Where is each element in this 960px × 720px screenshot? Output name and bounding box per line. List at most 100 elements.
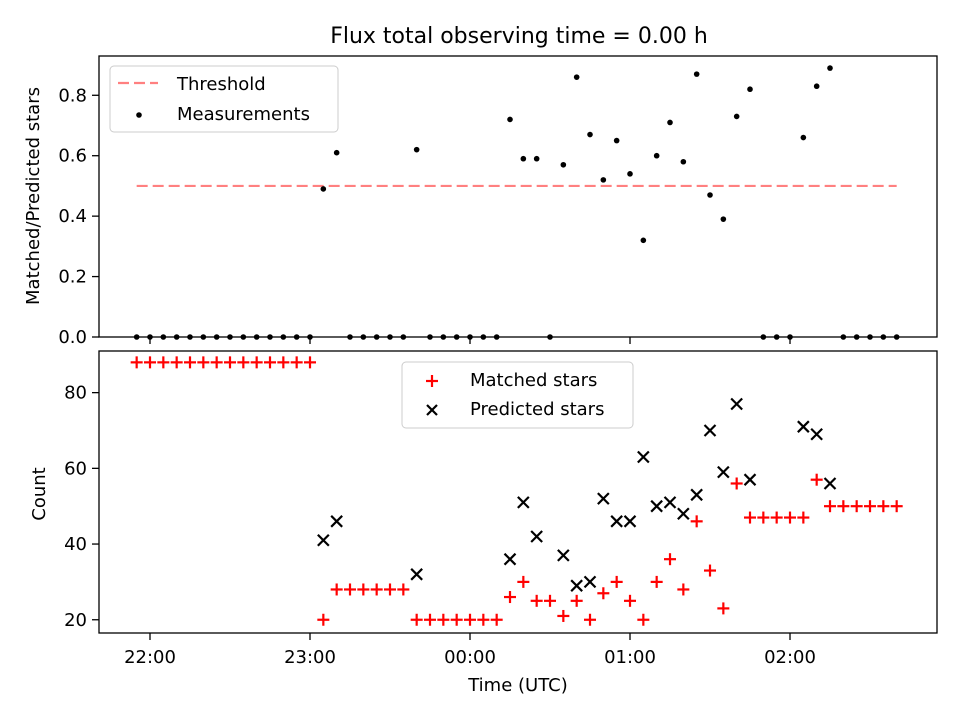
measurement-point [653,152,660,159]
measurement-point [640,237,647,244]
measurement-point [707,192,713,198]
matched-star-point [237,356,250,369]
measurement-point [173,334,180,340]
matched-star-point [170,356,183,369]
matched-star-point [544,594,557,607]
predicted-star-point [530,530,543,543]
count-y-tick-label: 80 [64,383,87,404]
matched-star-point [864,500,877,513]
matched-star-point [704,564,717,577]
ratio-panel: 0.00.20.40.60.8 Matched/Predicted stars … [23,55,938,348]
matched-star-point [664,553,677,566]
matched-star-point [824,500,837,513]
measurement-point [347,334,353,340]
measurement-point [600,177,607,183]
measurement-point [800,134,807,141]
measurement-point [693,71,700,77]
measurement-point [547,334,553,340]
measurement-point [560,161,567,168]
matched-star-point [290,356,303,369]
measurement-point [213,334,220,340]
measurement-point [520,155,527,162]
matched-star-point [557,609,570,622]
ratio-legend: Threshold Measurements [109,65,339,133]
measurement-point [373,334,380,340]
measurement-point [853,334,860,340]
predicted-star-point [677,507,690,521]
measurement-point [627,171,633,177]
predicted-star-point [703,424,717,437]
ratio-y-tick-label: 0.2 [58,267,87,288]
matched-star-point [797,511,810,524]
matched-star-point [810,473,823,486]
measurement-points [133,65,900,340]
measurement-point [133,334,140,340]
legend-predicted-label: Predicted stars [470,399,604,420]
legend-predicted-swatch [426,404,438,416]
predicted-star-point [663,496,677,509]
ratio-y-tick-label: 0.4 [58,206,87,227]
measurement-point [533,155,540,162]
predicted-star-point [517,496,530,509]
count-legend-box [401,361,634,429]
measurement-point [667,119,673,126]
predicted-star-point [690,488,703,502]
predicted-star-point [730,397,743,411]
measurement-point [507,116,513,123]
predicted-star-point [330,515,343,528]
measurement-point [387,334,393,340]
matched-star-point [717,602,730,615]
ratio-y-axis-label: Matched/Predicted stars [23,87,44,305]
measurement-point [227,334,233,340]
matched-star-point [637,613,650,626]
matched-star-point [597,587,610,600]
measurement-point [267,334,273,340]
ratio-x-ticks [149,337,791,344]
measurement-point [253,334,260,340]
matched-star-point [437,613,450,626]
measurement-point [733,113,740,120]
matched-star-point [624,594,637,607]
predicted-stars-points [317,397,837,592]
matched-star-point [357,583,370,596]
measurement-point [880,334,887,340]
matched-star-point [224,356,237,369]
predicted-star-point [410,568,423,581]
predicted-star-point [597,492,610,505]
legend-matched-label: Matched stars [470,370,597,391]
measurement-point [160,334,167,340]
x-tick-label: 00:00 [444,647,496,668]
count-y-tick-label: 20 [64,610,87,631]
matched-star-point [770,511,783,524]
measurement-point [480,334,487,340]
predicted-star-point [637,450,650,464]
matched-star-point [850,500,863,513]
measurement-point [360,334,367,340]
ratio-y-ticks: 0.0 0.2 0.4 0.6 0.8 [58,85,99,348]
matched-star-point [250,356,263,369]
matched-star-point [517,575,530,588]
measurement-point [493,334,500,340]
measurement-point [840,334,847,340]
measurement-point [427,334,433,340]
matched-star-point [570,594,583,607]
matched-star-point [610,575,623,588]
measurement-point [400,334,407,340]
matched-star-point [277,356,290,369]
measurement-point [760,334,767,340]
legend-matched-swatch [426,375,438,387]
x-tick-label: 01:00 [604,647,656,668]
measurement-point [867,334,873,340]
predicted-star-point [797,420,810,433]
matched-star-point [344,583,357,596]
matched-star-point [690,515,703,528]
measurement-point [240,334,247,340]
x-tick-label: 22:00 [124,647,176,668]
count-y-tick-label: 60 [64,458,87,479]
matched-star-point [410,613,423,626]
measurement-point [720,216,727,222]
chart-title: Flux total observing time = 0.00 h [330,24,708,49]
matched-star-point [330,583,343,596]
measurement-point [187,334,193,340]
